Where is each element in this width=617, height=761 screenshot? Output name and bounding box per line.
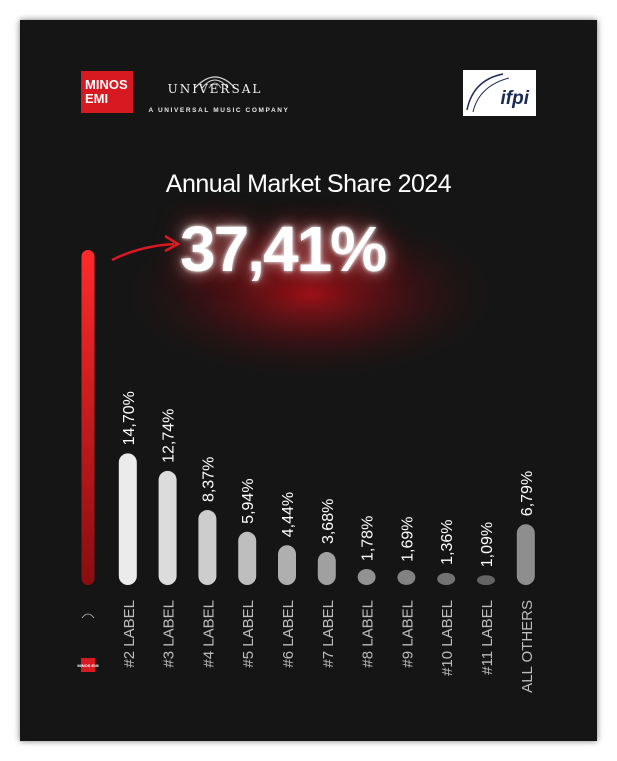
red-glow <box>110 205 510 385</box>
bar-12 <box>516 524 535 585</box>
infographic-card: MINOS EMI UNIVERSAL A UNIVERSAL MUSIC CO… <box>20 20 597 741</box>
bar-10 <box>437 572 456 585</box>
value-label-8: 1,78% <box>360 516 377 561</box>
category-label-10: #10 LABEL <box>439 600 456 676</box>
bar-11 <box>477 575 495 585</box>
value-label-9: 1,69% <box>399 516 416 561</box>
minos-emi-logo: MINOS EMI <box>81 71 133 113</box>
value-label-11: 1,09% <box>479 522 496 567</box>
category-label-7: #7 LABEL <box>320 600 337 668</box>
bar-8 <box>357 569 376 585</box>
category-label-6: #6 LABEL <box>280 600 297 668</box>
card-background <box>20 20 597 741</box>
ifpi-wordmark: ifpi <box>500 88 530 109</box>
ifpi-swoosh-icon <box>466 73 510 113</box>
category-label-2: #2 LABEL <box>121 600 138 668</box>
bar-2 <box>118 453 137 585</box>
chart-title: Annual Market Share 2024 <box>165 170 452 198</box>
bar-4 <box>198 510 217 585</box>
value-label-10: 1,36% <box>439 519 456 564</box>
category-label-8: #8 LABEL <box>360 600 377 668</box>
value-label-7: 3,68% <box>320 499 337 544</box>
arrow-head-icon <box>164 234 181 253</box>
universal-logo: UNIVERSAL A UNIVERSAL MUSIC COMPANY <box>140 66 300 122</box>
category-label-12: ALL OTHERS <box>519 600 536 693</box>
bar-1 <box>81 250 95 585</box>
bar-chart: MINOS EMI 14,70% #2 LABEL 12,74% #3 LABEL 8,3… <box>77 234 536 693</box>
value-label-6: 4,44% <box>280 492 297 537</box>
value-label-3: 12,74% <box>161 409 178 463</box>
category-logo-minos-emi: MINOS EMI <box>77 613 99 672</box>
bar-3 <box>158 470 177 585</box>
value-label-12: 6,79% <box>519 471 536 516</box>
bar-6 <box>278 545 296 585</box>
category-label-9: #9 LABEL <box>399 600 416 668</box>
value-label-2: 14,70% <box>121 391 138 445</box>
value-label-5: 5,94% <box>240 478 257 523</box>
universal-wordmark: UNIVERSAL <box>167 82 263 96</box>
universal-tagline: A UNIVERSAL MUSIC COMPANY <box>148 107 290 114</box>
category-label-3: #3 LABEL <box>161 600 178 668</box>
category-label-1: MINOS EMI <box>77 663 98 668</box>
category-label-4: #4 LABEL <box>200 600 217 668</box>
globe-arc-icon <box>194 76 236 89</box>
arrow-icon <box>111 242 175 262</box>
bar-9 <box>397 569 416 585</box>
ifpi-logo: ifpi <box>463 70 536 116</box>
minos-emi-logo-text: MINOS EMI <box>85 77 128 106</box>
bar-7 <box>317 552 336 585</box>
category-label-5: #5 LABEL <box>240 600 257 668</box>
highlight-value: 37,41% <box>180 213 387 285</box>
bar-5 <box>238 531 257 585</box>
value-label-4: 8,37% <box>200 457 217 502</box>
category-label-11: #11 LABEL <box>479 600 496 675</box>
